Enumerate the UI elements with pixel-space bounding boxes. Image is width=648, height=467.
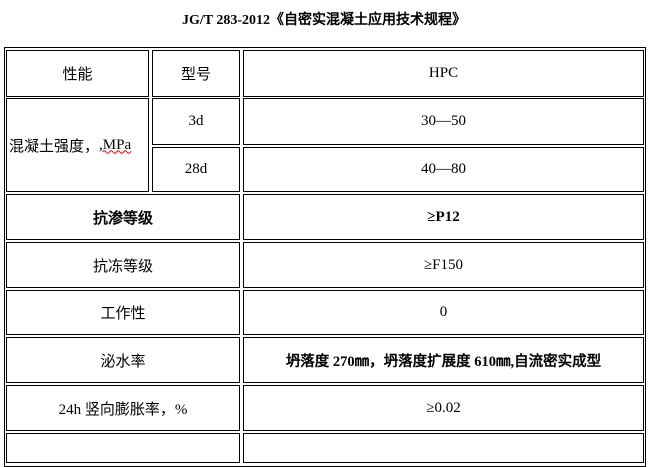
row-label-workability: 工作性	[6, 290, 240, 335]
row-value-bleeding: 坍落度 270㎜，坍落度扩展度 610㎜,自流密实成型	[243, 337, 644, 383]
row-label-bleeding: 泌水率	[6, 337, 240, 383]
document-title: JG/T 283-2012《自密实混凝土应用技术规程》	[181, 13, 467, 28]
row-value-workability: 0	[243, 290, 644, 335]
strength-value-3d: 30—50	[243, 98, 644, 145]
strength-age-28d: 28d	[152, 147, 240, 192]
header-property: 性能	[6, 50, 149, 97]
header-value: HPC	[243, 50, 644, 97]
row-label-expansion: 24h 竖向膨胀率，%	[6, 385, 240, 431]
strength-age-3d: 3d	[152, 98, 240, 145]
strength-label: 混凝土强度， ,MPa	[6, 98, 149, 192]
row-label-impermeability: 抗渗等级	[6, 194, 240, 240]
row-value-impermeability: ≥P12	[243, 194, 644, 240]
strength-value-28d: 40—80	[243, 147, 644, 192]
strength-label-unit: ,MPa	[99, 136, 132, 153]
row-value-expansion: ≥0.02	[243, 385, 644, 431]
row-value-next	[243, 433, 644, 463]
row-label-frost: 抗冻等级	[6, 242, 240, 288]
row-value-frost: ≥F150	[243, 242, 644, 288]
row-label-next	[6, 433, 240, 463]
strength-label-text: 混凝土强度，	[9, 138, 100, 155]
header-model: 型号	[152, 50, 240, 97]
